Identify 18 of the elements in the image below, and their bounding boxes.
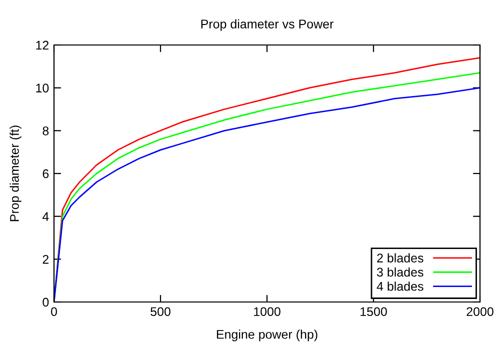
- x-tick-label: 500: [150, 307, 170, 316]
- chart-title: Prop diameter vs Power: [201, 19, 334, 31]
- y-tick-label: 4: [42, 212, 49, 221]
- y-axis-title: Prop diameter (ft): [10, 126, 22, 222]
- y-tick-label: 6: [42, 169, 49, 178]
- x-axis-title: Engine power (hp): [216, 330, 318, 342]
- y-tick-label: 12: [36, 40, 49, 50]
- legend-label: 3 blades: [376, 267, 424, 277]
- x-tick-label: 1500: [360, 307, 387, 316]
- y-tick-label: 0: [42, 298, 49, 307]
- y-tick-label: 2: [42, 254, 49, 264]
- x-tick-label: 1000: [254, 307, 280, 316]
- legend-label: 2 blades: [377, 253, 424, 262]
- y-tick-label: 10: [36, 84, 49, 92]
- x-tick-label: 0: [51, 307, 57, 316]
- x-tick-label: 2000: [466, 307, 494, 316]
- y-tick-label: 8: [42, 126, 49, 136]
- legend-label: 4 blades: [376, 282, 424, 291]
